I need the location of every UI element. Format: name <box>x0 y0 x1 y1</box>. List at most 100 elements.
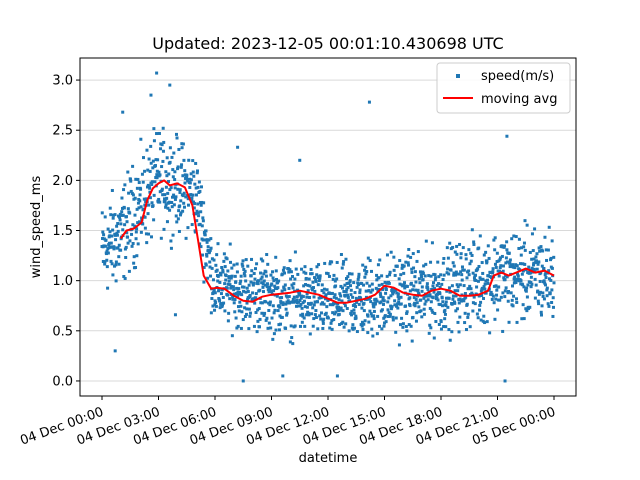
scatter-point <box>431 310 435 314</box>
y-tick-label: 0.5 <box>52 324 73 339</box>
scatter-point <box>284 302 288 306</box>
scatter-point <box>415 259 419 263</box>
scatter-point <box>300 267 304 271</box>
scatter-point <box>175 220 179 224</box>
scatter-point <box>415 301 419 305</box>
scatter-point <box>405 284 409 288</box>
scatter-point <box>236 145 240 149</box>
scatter-point <box>176 165 180 169</box>
scatter-point <box>471 309 475 313</box>
scatter-point <box>174 132 178 136</box>
scatter-point <box>230 274 234 278</box>
scatter-point <box>335 277 339 281</box>
scatter-point <box>320 289 324 293</box>
scatter-point <box>164 203 168 207</box>
scatter-point <box>477 246 481 250</box>
scatter-point <box>352 308 356 312</box>
scatter-point <box>469 287 473 291</box>
scatter-point <box>128 177 132 181</box>
scatter-point <box>547 304 551 308</box>
scatter-point <box>213 303 217 307</box>
scatter-point <box>195 171 199 175</box>
scatter-point <box>210 297 214 301</box>
scatter-point <box>110 262 114 266</box>
scatter-point <box>145 241 149 245</box>
scatter-point <box>323 297 327 301</box>
scatter-point <box>241 318 245 322</box>
scatter-point <box>207 238 211 242</box>
scatter-point <box>333 312 337 316</box>
scatter-point <box>476 267 480 271</box>
scatter-point <box>378 291 382 295</box>
scatter-point <box>171 233 175 237</box>
scatter-point <box>208 265 212 269</box>
legend-box <box>436 62 571 114</box>
scatter-point <box>242 285 246 289</box>
scatter-point <box>515 264 519 268</box>
scatter-point <box>142 197 146 201</box>
scatter-point <box>402 271 406 275</box>
scatter-point <box>257 307 261 311</box>
scatter-point <box>503 244 507 248</box>
scatter-point <box>458 297 462 301</box>
scatter-point <box>360 306 364 310</box>
scatter-point <box>445 246 449 250</box>
scatter-point <box>173 186 177 190</box>
scatter-point <box>321 319 325 323</box>
scatter-point <box>130 232 134 236</box>
scatter-point <box>533 277 537 281</box>
scatter-point <box>222 259 226 263</box>
scatter-point <box>400 266 404 270</box>
scatter-point <box>203 233 207 237</box>
scatter-point <box>423 294 427 298</box>
scatter-point <box>118 218 122 222</box>
scatter-point <box>391 292 395 296</box>
scatter-point <box>236 324 240 328</box>
scatter-point <box>107 246 111 250</box>
scatter-point <box>135 227 139 231</box>
scatter-point <box>259 257 263 261</box>
scatter-point <box>401 322 405 326</box>
scatter-point <box>197 214 201 218</box>
scatter-series <box>100 71 556 383</box>
scatter-point <box>229 276 233 280</box>
scatter-point <box>211 304 215 308</box>
scatter-point <box>223 265 227 269</box>
scatter-point <box>240 310 244 314</box>
scatter-point <box>172 193 176 197</box>
scatter-point <box>114 238 118 242</box>
scatter-point <box>523 219 527 223</box>
scatter-point <box>377 283 381 287</box>
scatter-point <box>434 276 438 280</box>
scatter-point <box>149 161 153 165</box>
scatter-point <box>546 302 550 306</box>
scatter-point <box>399 273 403 277</box>
scatter-point <box>526 283 530 287</box>
scatter-point <box>168 83 172 87</box>
scatter-point <box>491 294 495 298</box>
scatter-point <box>474 273 478 277</box>
scatter-point <box>501 291 505 295</box>
scatter-point <box>344 290 348 294</box>
scatter-point <box>374 297 378 301</box>
scatter-point <box>402 281 406 285</box>
scatter-point <box>450 284 454 288</box>
scatter-point <box>123 247 127 251</box>
scatter-point <box>446 305 450 309</box>
scatter-point <box>155 176 159 180</box>
scatter-point <box>516 272 520 276</box>
scatter-point <box>178 213 182 217</box>
scatter-point <box>338 323 342 327</box>
scatter-point <box>551 314 555 318</box>
scatter-point <box>120 196 124 200</box>
scatter-point <box>254 267 258 271</box>
scatter-point <box>158 173 162 177</box>
scatter-point <box>170 205 174 209</box>
scatter-point <box>446 256 450 260</box>
scatter-point <box>112 245 116 249</box>
scatter-point <box>353 291 357 295</box>
scatter-point <box>114 263 118 267</box>
scatter-point <box>459 270 463 274</box>
scatter-point <box>421 278 425 282</box>
scatter-point <box>160 143 164 147</box>
